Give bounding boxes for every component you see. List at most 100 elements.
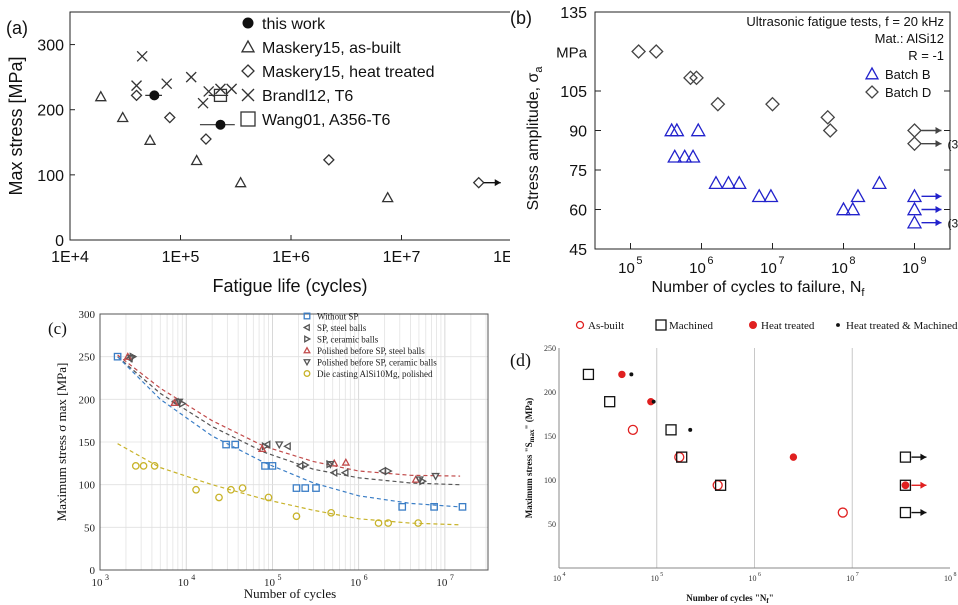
x-tick-label: 10: [264, 577, 276, 589]
data-point: [669, 122, 685, 137]
annotation-line: Ultrasonic fatigue tests, f = 20 kHz: [746, 14, 944, 29]
runout-arrow: [483, 179, 501, 187]
y-tick-label: 150: [79, 437, 96, 449]
runout-arrow: [921, 219, 942, 227]
y-tick-label: 100: [37, 168, 64, 185]
y-unit-label: MPa: [556, 45, 588, 62]
x-tick-exponent: 5: [660, 572, 663, 578]
legend-marker: [749, 321, 757, 329]
legend-label: Maskery15, as-built: [262, 40, 401, 57]
data-point: [302, 460, 310, 470]
data-point: [192, 485, 200, 494]
legend-marker: [302, 323, 310, 332]
x-tick-label: 10: [178, 577, 190, 589]
data-point: [264, 493, 273, 502]
x-tick-label: 10: [902, 260, 919, 277]
runout-arrow: [921, 192, 942, 200]
data-point: [340, 468, 349, 478]
data-point: [292, 512, 301, 521]
data-point: [227, 485, 235, 494]
y-axis-label: Maximum stress σ max [MPa]: [54, 363, 69, 522]
plot-frame: [594, 11, 951, 250]
data-point: [708, 175, 724, 190]
data-point: [677, 148, 693, 163]
data-point: [712, 480, 723, 491]
legend-label: Maskery15, heat treated: [262, 64, 435, 81]
data-point: [381, 191, 394, 203]
x-tick-exponent: 6: [758, 572, 761, 578]
y-tick-label: 100: [544, 476, 556, 485]
legend-label: Machined: [669, 320, 713, 332]
plot-frame: [99, 313, 489, 571]
data-point: [582, 368, 595, 381]
x-tick-label: 1E+7: [383, 249, 421, 266]
data-point: [430, 503, 438, 511]
runout-count-label: (3): [948, 217, 958, 231]
x-tick-label: 10: [831, 260, 848, 277]
data-point: [384, 466, 393, 476]
y-tick-label: 100: [79, 480, 96, 492]
x-tick-exponent: 8: [849, 255, 855, 267]
data-point: [261, 462, 269, 470]
legend-marker: [865, 85, 879, 99]
data-point: [472, 176, 485, 189]
data-point: [329, 468, 338, 478]
data-point: [190, 154, 203, 166]
y-tick-label: 45: [569, 242, 587, 259]
data-point: [398, 503, 407, 511]
y-tick-label: 60: [569, 203, 587, 220]
y-tick-label: 200: [544, 388, 556, 397]
legend-label: SP, steel balls: [317, 323, 367, 333]
data-point: [341, 457, 351, 466]
runout-arrow: [921, 127, 942, 134]
data-point: [215, 493, 223, 502]
data-point: [131, 462, 140, 470]
legend-marker: [304, 335, 312, 343]
legend-label: As-built: [588, 320, 624, 332]
runout-arrow: [921, 140, 942, 148]
y-axis-label: Maximum stress "Smax" (MPa): [524, 398, 536, 518]
data-point: [629, 372, 634, 377]
runout-count-label: (3): [948, 138, 958, 152]
data-point: [197, 97, 209, 109]
x-tick-label: 10: [944, 574, 952, 583]
data-point: [906, 188, 923, 203]
data-point: [274, 441, 284, 450]
data-point: [907, 123, 922, 138]
legend-label: Die casting AlSi10Mg, polished: [317, 369, 433, 379]
legend-marker: [303, 346, 311, 354]
legend-marker: [836, 323, 840, 327]
x-tick-label: 1E+6: [272, 249, 310, 266]
legend-label: Without SP: [317, 312, 358, 322]
data-point: [161, 78, 173, 90]
y-tick-label: 90: [569, 124, 587, 141]
y-tick-label: 250: [79, 352, 96, 364]
y-axis-label: Max stress [MPa]: [6, 56, 26, 195]
data-point: [845, 201, 861, 216]
x-tick-exponent: 8: [954, 572, 957, 578]
trend-line: [117, 356, 461, 508]
data-point: [683, 70, 698, 86]
legend-label: Polished before SP, ceramic balls: [317, 358, 437, 368]
legend-marker: [303, 359, 311, 367]
data-point: [200, 133, 212, 145]
x-tick-label: 10: [350, 577, 362, 589]
data-point: [631, 44, 647, 59]
data-point: [94, 90, 107, 102]
x-tick-exponent: 3: [105, 573, 109, 582]
data-point: [850, 188, 866, 203]
data-point: [374, 519, 383, 527]
legend-marker: [303, 370, 311, 377]
data-point: [676, 451, 688, 463]
legend-marker: [864, 66, 880, 80]
x-tick-label: 10: [92, 577, 104, 589]
data-point: [139, 462, 148, 470]
data-point: [899, 451, 912, 463]
y-axis-label: Stress amplitude, σa: [525, 66, 545, 211]
y-tick-label: 0: [90, 565, 96, 577]
data-point: [116, 111, 129, 123]
x-tick-exponent: 6: [364, 573, 368, 582]
data-point: [130, 89, 143, 102]
